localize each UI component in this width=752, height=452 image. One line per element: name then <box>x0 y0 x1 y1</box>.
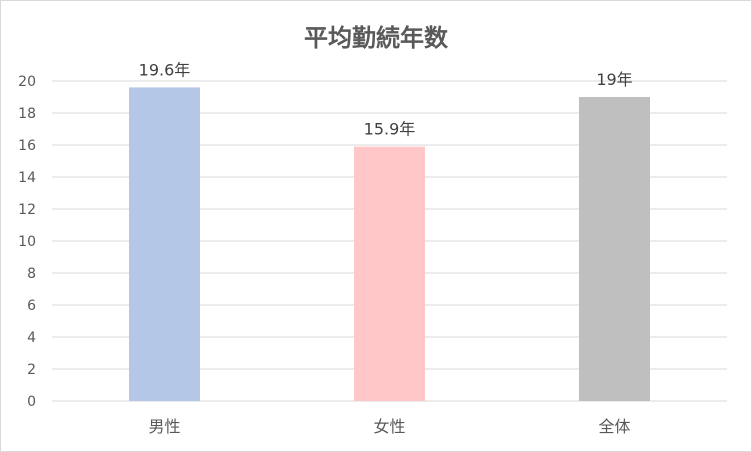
category-label: 全体 <box>598 417 630 436</box>
bar-0 <box>129 87 200 402</box>
data-label: 19.6年 <box>139 60 191 79</box>
bar-2 <box>579 97 650 401</box>
bar-1 <box>354 146 425 401</box>
y-tick-label: 10 <box>18 234 36 250</box>
y-tick-label: 6 <box>27 298 36 314</box>
y-tick-label: 16 <box>18 138 36 154</box>
bars <box>129 87 650 402</box>
category-label: 女性 <box>373 417 405 436</box>
y-axis-ticks: 0 2 4 6 8 10 12 14 16 18 20 <box>18 74 36 410</box>
y-tick-label: 20 <box>18 74 36 90</box>
y-tick-label: 0 <box>27 394 36 410</box>
category-label: 男性 <box>148 417 180 436</box>
data-labels: 19.6年 15.9年 19年 <box>139 60 633 138</box>
y-tick-label: 8 <box>27 266 36 282</box>
y-tick-label: 4 <box>27 330 36 346</box>
y-tick-label: 12 <box>18 202 36 218</box>
y-tick-label: 18 <box>18 106 36 122</box>
data-label: 15.9年 <box>364 120 416 139</box>
y-tick-label: 2 <box>27 362 36 378</box>
chart-title: 平均勤続年数 <box>304 24 449 52</box>
y-tick-label: 14 <box>18 170 36 186</box>
data-label: 19年 <box>596 70 632 89</box>
x-axis-categories: 男性 女性 全体 <box>148 417 630 436</box>
